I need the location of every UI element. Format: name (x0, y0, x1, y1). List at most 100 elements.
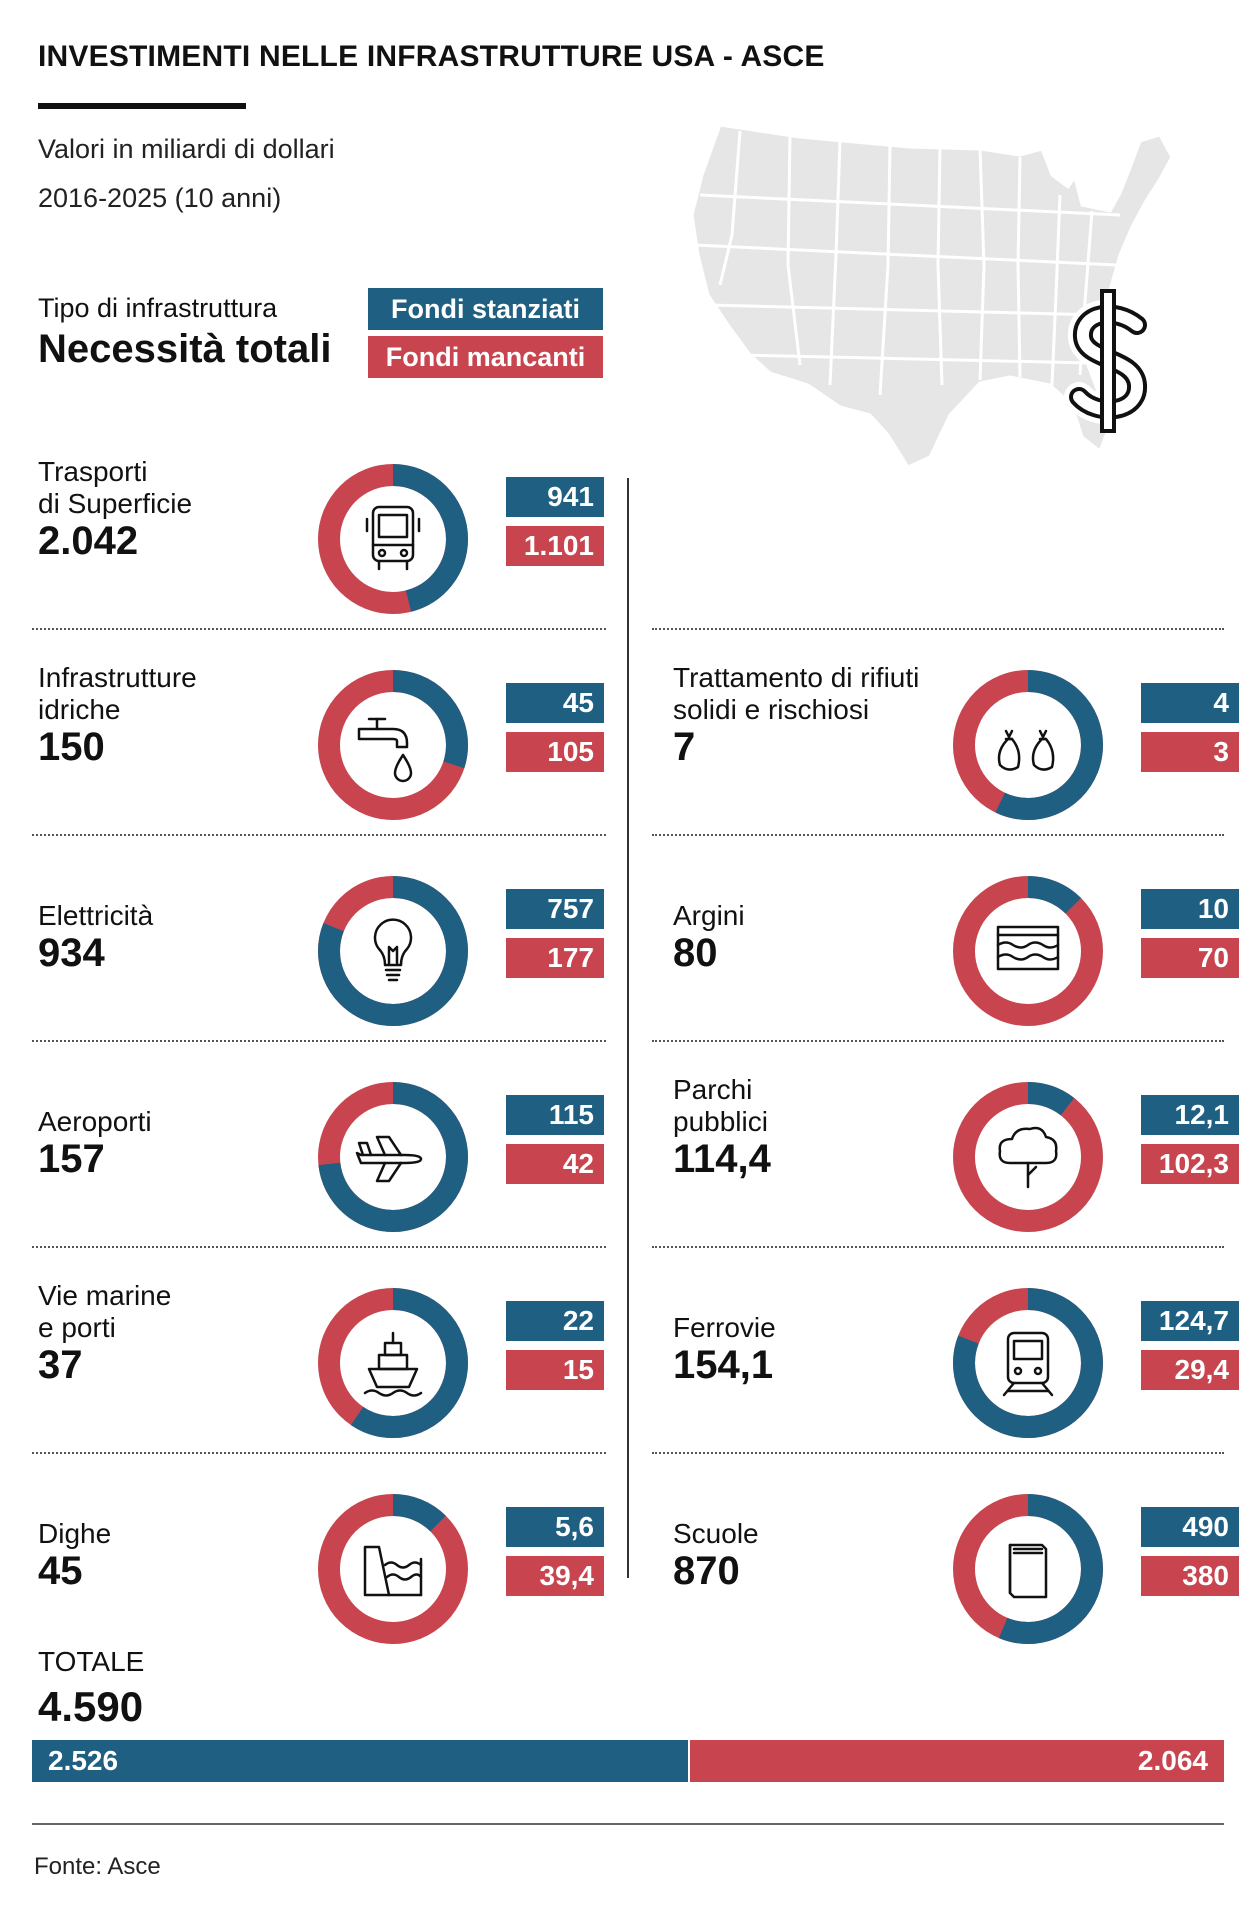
row-separator (652, 628, 1224, 630)
airplane-icon (355, 1135, 423, 1183)
donut-chart (953, 1288, 1103, 1438)
category-name: Vie marine e porti (38, 1280, 171, 1344)
title-underline (38, 103, 246, 109)
total-label: TOTALE (38, 1646, 145, 1677)
donut-slice-gap (318, 1494, 468, 1644)
footer-rule (32, 1823, 1224, 1825)
category-name: Elettricità (38, 900, 153, 932)
donut-slice-funded (953, 670, 1103, 820)
category-name-line: di Superficie (38, 488, 193, 519)
donut-chart (318, 1494, 468, 1644)
row-separator (652, 1246, 1224, 1248)
category-name-line: idriche (38, 694, 121, 725)
donut-slice-funded (953, 1288, 1103, 1438)
category-total: 150 (38, 725, 105, 769)
category-total: 37 (38, 1343, 83, 1387)
legend-total-label: Necessità totali (38, 327, 332, 371)
donut-chart (318, 1288, 468, 1438)
total-value: 4.590 (38, 1683, 144, 1730)
category-name: Scuole (673, 1518, 759, 1550)
category-name: Parchi pubblici (673, 1074, 768, 1138)
funded-value: 5,6 (506, 1507, 604, 1547)
category-name-line: solidi e rischiosi (673, 694, 870, 725)
dam-icon (363, 1545, 423, 1597)
category-total: 157 (38, 1137, 105, 1181)
gap-value: 177 (506, 938, 604, 978)
category-name: Dighe (38, 1518, 111, 1550)
category-name: Infrastrutture idriche (38, 662, 197, 726)
tree-icon (998, 1126, 1058, 1189)
donut-slice-funded (953, 876, 1103, 1026)
category-name: Trasporti di Superficie (38, 456, 192, 520)
funded-value: 115 (506, 1095, 604, 1135)
usa-map-dollar-illustration (690, 123, 1174, 469)
funded-value: 490 (1141, 1507, 1239, 1547)
category-total: 80 (673, 931, 718, 975)
category-name-line: Vie marine (38, 1280, 172, 1311)
funded-value: 22 (506, 1301, 604, 1341)
subtitle-units: Valori in miliardi di dollari (38, 134, 335, 164)
donut-slice-funded (318, 464, 468, 614)
donut-chart (953, 876, 1103, 1026)
gap-value: 15 (506, 1350, 604, 1390)
gap-value: 102,3 (1141, 1144, 1239, 1184)
category-name: Argini (673, 900, 745, 932)
bus-icon (365, 505, 421, 571)
category-total: 45 (38, 1549, 83, 1593)
row-separator (32, 628, 606, 630)
gap-value: 42 (506, 1144, 604, 1184)
gap-value: 380 (1141, 1556, 1239, 1596)
subtitle-period: 2016-2025 (10 anni) (38, 183, 282, 213)
funded-value: 12,1 (1141, 1095, 1239, 1135)
donut-chart (953, 1494, 1103, 1644)
funded-value: 4 (1141, 683, 1239, 723)
total-gap-bar: 2.064 (690, 1740, 1224, 1782)
donut-chart (318, 876, 468, 1026)
funded-value: 45 (506, 683, 604, 723)
chart-title: INVESTIMENTI NELLE INFRASTRUTTURE USA - … (38, 40, 825, 73)
category-name-line: Ferrovie (673, 1312, 776, 1343)
donut-slice-funded (318, 670, 468, 820)
book-icon (1008, 1543, 1048, 1599)
donut-chart (318, 1082, 468, 1232)
category-total: 114,4 (673, 1137, 771, 1181)
legend-funded: Fondi stanziati (368, 288, 603, 330)
donut-chart (318, 670, 468, 820)
donut-chart (953, 670, 1103, 820)
donut-chart (318, 464, 468, 614)
gap-value: 3 (1141, 732, 1239, 772)
total-funded-bar: 2.526 (32, 1740, 688, 1782)
funded-value: 124,7 (1141, 1301, 1239, 1341)
category-name-line: Argini (673, 900, 745, 931)
lightbulb-icon (373, 918, 413, 982)
category-total: 154,1 (673, 1343, 774, 1387)
category-name-line: Dighe (38, 1518, 112, 1549)
donut-slice-funded (953, 1082, 1103, 1232)
donut-slice-funded (318, 1082, 468, 1232)
category-name-line: Elettricità (38, 900, 154, 931)
gap-value: 1.101 (506, 526, 604, 566)
category-name-line: Infrastrutture (38, 662, 197, 693)
row-separator (32, 834, 606, 836)
waste-bags-icon (997, 729, 1055, 771)
donut-slice-funded (318, 1494, 468, 1644)
gap-value: 70 (1141, 938, 1239, 978)
dollar-icon (1064, 289, 1152, 433)
row-separator (32, 1452, 606, 1454)
donut-slice-gap (953, 1082, 1103, 1232)
center-divider (627, 478, 629, 1578)
category-name-line: pubblici (673, 1106, 768, 1137)
donut-slice-funded (953, 1494, 1103, 1644)
funded-value: 941 (506, 477, 604, 517)
gap-value: 29,4 (1141, 1350, 1239, 1390)
category-total: 934 (38, 931, 105, 975)
row-separator (32, 1040, 606, 1042)
legend-type-label: Tipo di infrastruttura (38, 293, 278, 323)
donut-chart (953, 1082, 1103, 1232)
category-name: Ferrovie (673, 1312, 776, 1344)
donut-slice-funded (318, 1288, 468, 1438)
row-separator (652, 834, 1224, 836)
train-icon (1002, 1331, 1054, 1397)
faucet-icon (357, 717, 413, 783)
category-name: Aeroporti (38, 1106, 152, 1138)
